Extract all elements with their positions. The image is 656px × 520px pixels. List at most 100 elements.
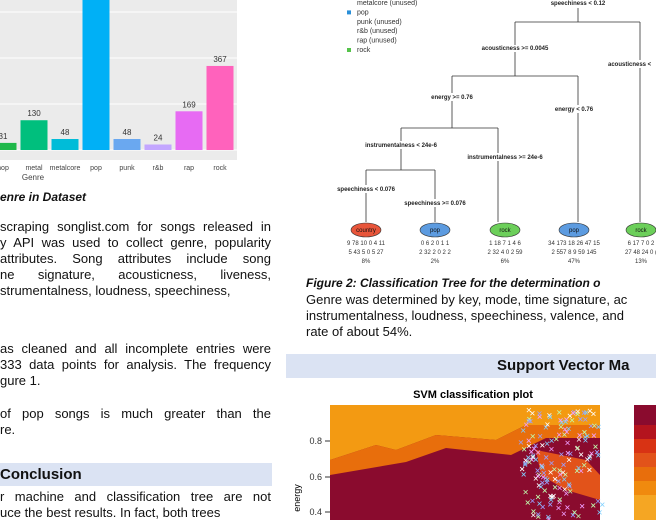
leaf-counts: 0 6 2 0 1 1 bbox=[421, 241, 450, 247]
scatter-decor bbox=[527, 459, 532, 465]
scatter-decor bbox=[561, 477, 567, 482]
plot-title: SVM classification plot bbox=[413, 389, 533, 401]
text-line: attributes. Song attributes include song bbox=[0, 251, 271, 266]
scatter-decor bbox=[590, 503, 596, 508]
scatter-decor bbox=[540, 443, 545, 448]
scatter-decor bbox=[535, 450, 541, 455]
scatter-decor bbox=[530, 433, 536, 439]
legend-swatch bbox=[347, 10, 351, 15]
leaf-counts: 2 557 8 9 59 145 bbox=[551, 250, 597, 256]
leaf-counts: 1 18 7 1 4 6 bbox=[489, 241, 521, 247]
scatter-decor bbox=[535, 468, 540, 473]
leaf-label: rock bbox=[635, 228, 647, 234]
text-line: uce the best results. In fact, both tree… bbox=[0, 505, 221, 520]
scatter-decor bbox=[594, 449, 600, 455]
scatter-decor bbox=[549, 438, 554, 444]
tree-diagram: metalcore (unused) pop punk (unused) r&b (u… bbox=[337, 0, 656, 265]
text-line: r machine and classification tree are no… bbox=[0, 489, 271, 504]
scatter-decor bbox=[582, 434, 588, 440]
value-label: 48 bbox=[123, 128, 132, 137]
scatter-decor bbox=[552, 476, 558, 482]
scatter-decor bbox=[526, 438, 532, 443]
scatter-decor bbox=[557, 485, 562, 491]
bar bbox=[144, 144, 172, 150]
scatter-decor bbox=[537, 433, 543, 439]
leaf-node bbox=[489, 222, 521, 238]
scatter-decor bbox=[576, 437, 582, 442]
section-heading: Support Vector Ma bbox=[497, 357, 630, 374]
scatter-decor bbox=[540, 465, 545, 470]
bar bbox=[175, 111, 203, 150]
legend-swatch bbox=[634, 495, 656, 520]
legend-swatch bbox=[347, 48, 351, 52]
scatter-decor bbox=[558, 418, 563, 423]
scatter-decor bbox=[574, 468, 580, 474]
text-line: y API was used to collect genre, popular… bbox=[0, 235, 271, 250]
split-label: speechiness < 0.12 bbox=[551, 1, 606, 7]
text-line: rate of about 54%. bbox=[306, 324, 413, 339]
scatter-decor bbox=[520, 428, 526, 433]
scatter-decor bbox=[556, 505, 561, 511]
leaf-counts: 2 32 4 0 2 59 bbox=[487, 250, 523, 256]
legend-label: pop bbox=[357, 9, 369, 16]
scatter-decor bbox=[563, 419, 568, 425]
scatter-decor bbox=[544, 477, 550, 482]
scatter-decor bbox=[565, 505, 570, 510]
leaf-label: pop bbox=[569, 228, 580, 234]
legend-swatch bbox=[634, 467, 656, 481]
split-label: speechiness < 0.076 bbox=[337, 187, 396, 193]
scatter-decor bbox=[583, 410, 589, 415]
leaf-counts: 2 32 2 0 2 2 bbox=[419, 250, 451, 256]
value-label: 130 bbox=[27, 109, 41, 118]
leaf-counts: 9 78 10 0 4 11 bbox=[347, 241, 386, 247]
scatter-decor bbox=[585, 433, 590, 439]
x-tick-label: r&b bbox=[153, 165, 164, 172]
section-heading: Conclusion bbox=[0, 466, 82, 483]
scatter-decor bbox=[521, 447, 527, 452]
scatter-decor bbox=[526, 443, 532, 449]
scatter-decor bbox=[552, 467, 557, 472]
figure-caption: enre in Dataset bbox=[0, 190, 87, 204]
legend-label: metalcore (unused) bbox=[357, 0, 417, 7]
split-label: instrumentalness < 24e-6 bbox=[365, 143, 438, 149]
scatter-decor bbox=[567, 413, 573, 419]
scatter-decor bbox=[592, 423, 597, 429]
scatter-decor bbox=[596, 424, 601, 430]
scatter-decor bbox=[570, 410, 576, 416]
scatter-decor bbox=[547, 502, 553, 507]
scatter-decor bbox=[533, 443, 538, 449]
scatter-decor bbox=[576, 465, 581, 471]
figure-caption: Figure 2: Classification Tree for the de… bbox=[306, 276, 601, 290]
split-label: acousticness >= 0.0045 bbox=[482, 46, 549, 52]
scatter-decor bbox=[556, 478, 561, 484]
section-band bbox=[286, 354, 656, 378]
scatter-decor bbox=[521, 472, 526, 477]
leaf-counts: 5 43 5 0 5 27 bbox=[348, 250, 384, 256]
scatter-decor bbox=[533, 457, 539, 462]
x-tick-label: rock bbox=[213, 165, 227, 172]
scatter-decor bbox=[543, 425, 549, 430]
text-line: ne signature, acousticness, liveness, bbox=[0, 267, 271, 282]
scatter-decor bbox=[538, 484, 544, 490]
scatter-decor bbox=[533, 476, 539, 481]
y-label: energy bbox=[292, 484, 302, 512]
scatter-decor bbox=[561, 462, 566, 468]
scatter-decor bbox=[557, 468, 562, 473]
bar bbox=[113, 139, 141, 150]
scatter-decor bbox=[564, 429, 570, 435]
split-label: instrumentalness >= 24e-6 bbox=[467, 155, 543, 161]
scatter-decor bbox=[568, 451, 573, 457]
scatter-decor bbox=[530, 410, 535, 416]
scatter-decor bbox=[579, 503, 585, 509]
scatter-decor bbox=[549, 460, 554, 466]
leaf-label: pop bbox=[430, 228, 441, 234]
split-label: energy >= 0.76 bbox=[431, 95, 473, 101]
leaf-label: rock bbox=[499, 228, 511, 234]
text-line: scraping songlist.com for songs released… bbox=[0, 219, 271, 234]
scatter-decor bbox=[567, 483, 572, 489]
scatter-decor bbox=[569, 417, 575, 423]
scatter-decor bbox=[559, 452, 564, 457]
scatter-decor bbox=[552, 485, 558, 490]
scatter-decor bbox=[548, 470, 553, 475]
